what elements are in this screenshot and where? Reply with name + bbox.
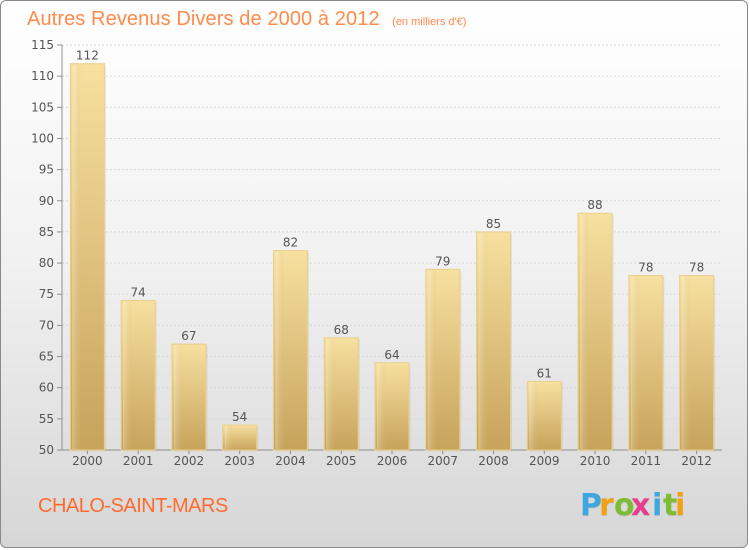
x-tick-label-2003: 2003: [224, 454, 255, 468]
x-tick-label-2002: 2002: [174, 454, 205, 468]
bar-highlight-2003: [224, 426, 233, 449]
x-tick-label-2007: 2007: [427, 454, 458, 468]
brand-letter-3: o: [614, 488, 635, 523]
x-tick-label-2005: 2005: [326, 454, 357, 468]
y-tick-label-90: 90: [39, 194, 54, 208]
bar-highlight-2010: [580, 214, 589, 449]
data-label-2003: 54: [232, 410, 247, 424]
brand-letter-2: r: [599, 488, 614, 523]
x-tick-label-2006: 2006: [377, 454, 408, 468]
x-tick-label-2004: 2004: [275, 454, 306, 468]
x-tick-label-2008: 2008: [478, 454, 509, 468]
data-label-2001: 74: [131, 285, 146, 299]
y-tick-label-85: 85: [39, 225, 54, 239]
y-tick-label-105: 105: [31, 100, 54, 114]
bar-highlight-2007: [427, 270, 436, 449]
labels-layer: 50 55 60 65 70 75 80 85 90 95 100 105 110 115 112 2000 7…: [31, 38, 712, 468]
data-label-2000: 112: [76, 49, 99, 63]
y-tick-label-110: 110: [31, 69, 54, 83]
chart-subtitle: (en milliers d'€): [392, 16, 467, 28]
data-label-2002: 67: [181, 329, 196, 343]
y-tick-label-100: 100: [31, 131, 54, 145]
chart-title-block: Autres Revenus Divers de 2000 à 2012 (en…: [27, 8, 466, 31]
brand-letter-6: t: [663, 488, 678, 523]
data-label-2008: 85: [486, 217, 501, 231]
data-label-2010: 88: [587, 198, 602, 212]
x-tick-label-2012: 2012: [681, 454, 712, 468]
bar-highlight-2001: [123, 301, 132, 449]
x-tick-label-2000: 2000: [72, 454, 103, 468]
y-tick-label-60: 60: [39, 381, 54, 395]
data-label-2009: 61: [537, 366, 552, 380]
commune-name: CHALO-SAINT-MARS: [38, 495, 228, 517]
y-tick-label-115: 115: [31, 38, 54, 52]
data-label-2004: 82: [283, 236, 298, 250]
bar-highlight-2002: [173, 345, 182, 449]
y-tick-label-75: 75: [39, 287, 54, 301]
chart-title: Autres Revenus Divers de 2000 à 2012: [27, 8, 380, 30]
y-tick-label-80: 80: [39, 256, 54, 270]
data-label-2007: 79: [435, 254, 450, 268]
y-tick-label-65: 65: [39, 350, 54, 364]
bars-layer: [69, 63, 716, 452]
bar-highlight-2006: [377, 363, 385, 449]
data-label-2005: 68: [334, 323, 349, 337]
data-label-2011: 78: [638, 261, 653, 275]
y-tick-label-70: 70: [39, 318, 54, 332]
brand-letter-5: i: [652, 488, 663, 523]
y-tick-label-55: 55: [39, 412, 54, 426]
brand-letter-1: P: [580, 488, 602, 523]
bar-highlight-2008: [478, 232, 487, 449]
x-tick-label-2011: 2011: [631, 454, 662, 468]
y-tick-label-95: 95: [39, 163, 54, 177]
bar-highlight-2009: [529, 382, 538, 449]
x-tick-label-2001: 2001: [123, 454, 154, 468]
bar-highlight-2005: [326, 338, 335, 449]
brand-letter-4: x: [631, 488, 651, 523]
bar-highlight-2012: [681, 276, 690, 449]
y-tick-label-50: 50: [39, 443, 54, 457]
brand-letter-7: i: [675, 488, 686, 523]
x-tick-label-2009: 2009: [529, 454, 560, 468]
bar-highlight-2004: [275, 251, 284, 449]
bar-highlight-2000: [72, 64, 81, 449]
data-label-2006: 64: [384, 348, 399, 362]
bar-highlight-2011: [630, 276, 639, 449]
data-label-2012: 78: [689, 261, 704, 275]
x-tick-label-2010: 2010: [580, 454, 611, 468]
